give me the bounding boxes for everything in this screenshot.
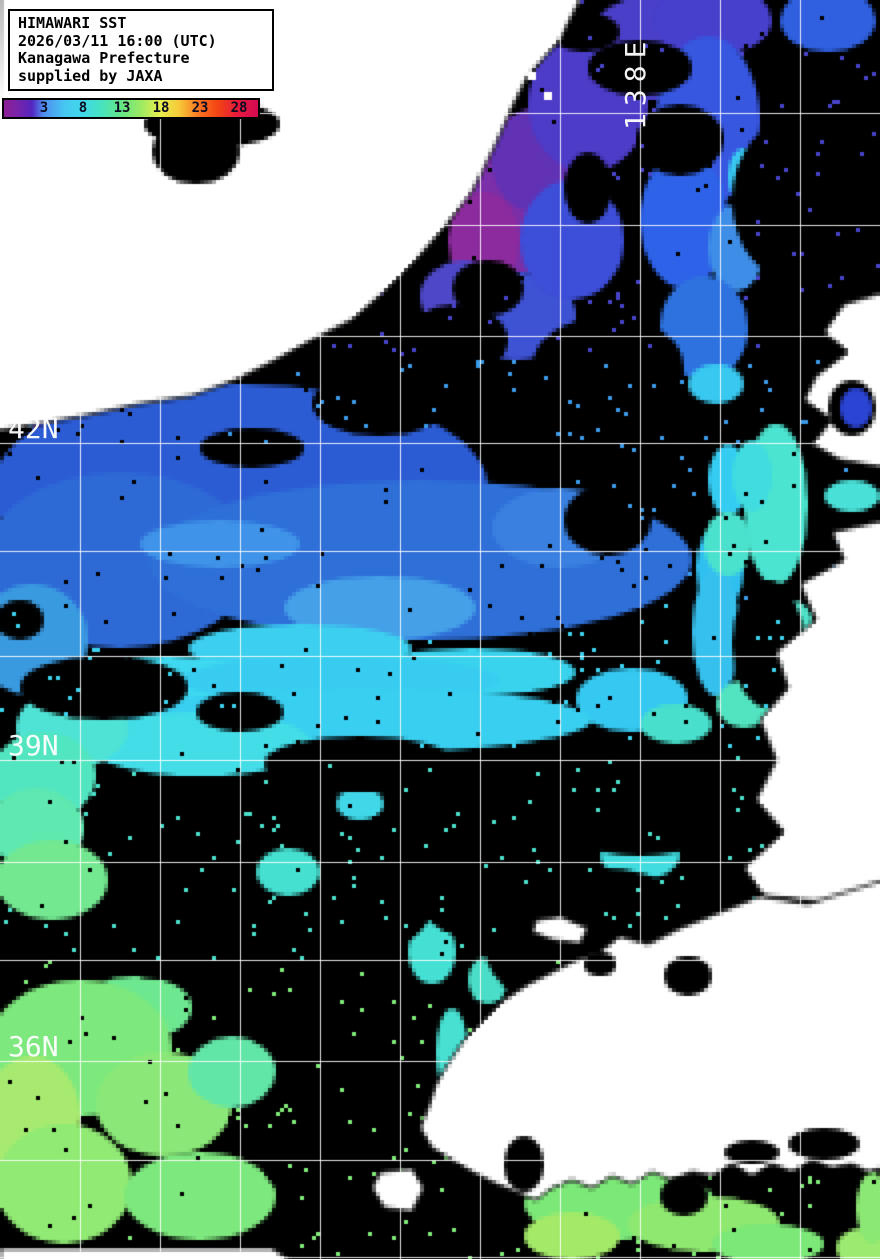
- lat-label-42n: 42N: [8, 412, 59, 445]
- temperature-colorbar: 3 8 13 18 23 28: [2, 98, 260, 119]
- header-info-box: HIMAWARI SST 2026/03/11 16:00 (UTC) Kana…: [8, 9, 274, 91]
- header-datetime: 2026/03/11 16:00 (UTC): [18, 31, 217, 50]
- header-region: Kanagawa Prefecture: [18, 49, 190, 67]
- colorbar-tick-8: 8: [78, 100, 88, 116]
- colorbar-tick-28: 28: [230, 100, 248, 116]
- colorbar-tick-18: 18: [152, 100, 170, 116]
- header-title: HIMAWARI SST: [18, 14, 127, 32]
- lon-label-138e: 138E: [619, 34, 652, 130]
- colorbar-tick-3: 3: [39, 100, 49, 116]
- header-credit: supplied by JAXA: [18, 66, 163, 85]
- colorbar-gradient: [4, 100, 258, 117]
- lat-label-36n: 36N: [8, 1030, 59, 1063]
- colorbar-tick-23: 23: [191, 100, 209, 116]
- colorbar-tick-13: 13: [113, 100, 131, 116]
- lat-label-39n: 39N: [8, 729, 59, 762]
